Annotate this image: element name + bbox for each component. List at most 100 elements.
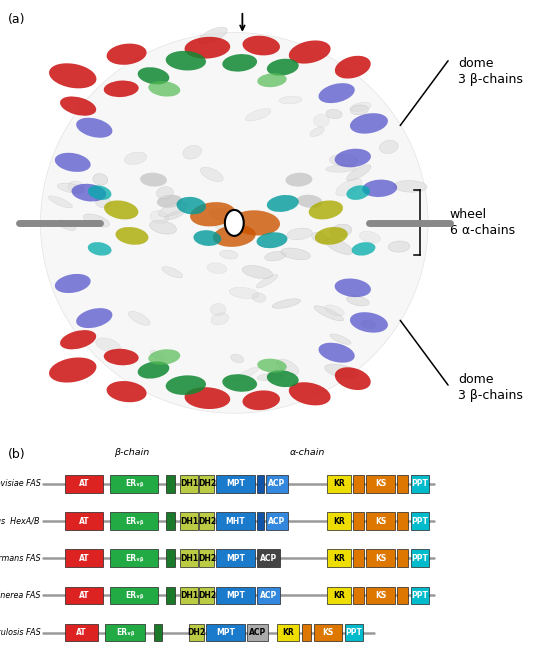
Ellipse shape <box>67 181 84 193</box>
FancyBboxPatch shape <box>181 587 198 605</box>
Ellipse shape <box>57 183 85 193</box>
Text: PPT: PPT <box>411 591 428 600</box>
Ellipse shape <box>58 220 76 230</box>
Ellipse shape <box>362 180 397 197</box>
Ellipse shape <box>150 211 169 224</box>
FancyBboxPatch shape <box>327 587 351 605</box>
Ellipse shape <box>267 59 299 76</box>
Text: S. cerevisiae FAS: S. cerevisiae FAS <box>0 479 40 488</box>
FancyBboxPatch shape <box>353 512 364 530</box>
FancyBboxPatch shape <box>277 624 299 642</box>
Ellipse shape <box>335 148 371 168</box>
Ellipse shape <box>213 225 256 247</box>
Ellipse shape <box>60 96 96 116</box>
Ellipse shape <box>220 250 238 259</box>
Ellipse shape <box>331 224 352 238</box>
Ellipse shape <box>40 32 428 413</box>
Ellipse shape <box>347 185 370 200</box>
Ellipse shape <box>150 220 176 234</box>
FancyBboxPatch shape <box>216 587 255 605</box>
Text: KR: KR <box>333 479 345 488</box>
Ellipse shape <box>318 343 355 363</box>
Ellipse shape <box>209 209 239 220</box>
Ellipse shape <box>325 364 358 378</box>
Ellipse shape <box>315 227 348 245</box>
Ellipse shape <box>222 374 257 392</box>
Text: dome
3 β-chains: dome 3 β-chains <box>458 57 523 86</box>
Text: DH2: DH2 <box>187 628 205 637</box>
Ellipse shape <box>350 312 388 333</box>
FancyBboxPatch shape <box>206 624 245 642</box>
Text: PPT: PPT <box>345 628 362 637</box>
Ellipse shape <box>49 63 96 88</box>
Ellipse shape <box>199 27 227 44</box>
FancyBboxPatch shape <box>166 512 175 530</box>
Ellipse shape <box>256 275 278 288</box>
FancyBboxPatch shape <box>327 549 351 567</box>
FancyBboxPatch shape <box>366 587 395 605</box>
FancyBboxPatch shape <box>153 624 162 642</box>
Text: ERᵥᵦ: ERᵥᵦ <box>125 591 143 600</box>
Ellipse shape <box>229 287 259 298</box>
Ellipse shape <box>347 165 371 181</box>
Text: PPT: PPT <box>411 554 428 563</box>
Ellipse shape <box>380 141 398 154</box>
FancyBboxPatch shape <box>199 549 214 567</box>
Ellipse shape <box>281 248 311 260</box>
FancyBboxPatch shape <box>65 624 98 642</box>
Ellipse shape <box>233 367 259 382</box>
Ellipse shape <box>104 348 139 365</box>
Ellipse shape <box>128 312 150 325</box>
Ellipse shape <box>96 197 111 208</box>
Ellipse shape <box>329 154 358 166</box>
Ellipse shape <box>55 274 91 293</box>
Ellipse shape <box>347 296 369 306</box>
Text: MPT: MPT <box>226 479 245 488</box>
Ellipse shape <box>164 210 185 220</box>
Ellipse shape <box>289 40 331 63</box>
FancyBboxPatch shape <box>398 475 408 493</box>
FancyBboxPatch shape <box>110 475 158 493</box>
Text: ACP: ACP <box>268 517 286 525</box>
Text: KR: KR <box>333 554 345 563</box>
Text: ACP: ACP <box>249 628 266 637</box>
Ellipse shape <box>166 51 206 71</box>
FancyBboxPatch shape <box>105 624 145 642</box>
Ellipse shape <box>150 350 164 359</box>
Ellipse shape <box>125 152 147 164</box>
Text: ACP: ACP <box>259 554 277 563</box>
Ellipse shape <box>157 195 183 208</box>
Ellipse shape <box>149 349 180 365</box>
FancyBboxPatch shape <box>199 475 214 493</box>
FancyBboxPatch shape <box>199 512 214 530</box>
Ellipse shape <box>93 174 108 185</box>
Ellipse shape <box>257 374 284 381</box>
Text: AT: AT <box>79 479 89 488</box>
Ellipse shape <box>335 279 371 297</box>
Ellipse shape <box>286 173 312 187</box>
Ellipse shape <box>310 127 324 137</box>
Text: C. cinerea FAS: C. cinerea FAS <box>0 591 40 600</box>
Ellipse shape <box>350 105 369 115</box>
Text: KS: KS <box>375 517 386 525</box>
Ellipse shape <box>211 313 229 325</box>
Ellipse shape <box>279 96 302 104</box>
FancyBboxPatch shape <box>411 475 429 493</box>
Text: β-chain: β-chain <box>114 447 150 457</box>
Ellipse shape <box>222 54 257 72</box>
Ellipse shape <box>330 334 351 345</box>
FancyBboxPatch shape <box>353 475 364 493</box>
FancyBboxPatch shape <box>189 624 203 642</box>
FancyBboxPatch shape <box>314 624 342 642</box>
Text: DH1: DH1 <box>180 554 199 563</box>
FancyBboxPatch shape <box>265 512 288 530</box>
FancyBboxPatch shape <box>216 549 255 567</box>
Ellipse shape <box>232 211 280 236</box>
Ellipse shape <box>252 293 266 302</box>
FancyBboxPatch shape <box>257 512 264 530</box>
Text: KR: KR <box>333 591 345 600</box>
Ellipse shape <box>76 117 113 138</box>
Ellipse shape <box>76 308 113 328</box>
FancyBboxPatch shape <box>345 624 363 642</box>
Ellipse shape <box>308 201 343 219</box>
